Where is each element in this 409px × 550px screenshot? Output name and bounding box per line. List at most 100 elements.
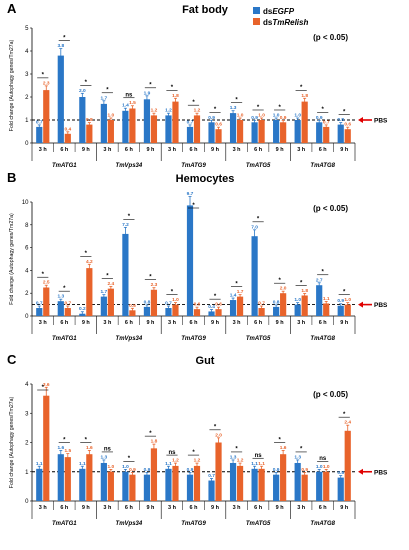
y-tick-label: 6 — [25, 246, 29, 252]
x-tick-label: 3 h — [39, 320, 48, 326]
y-tick-label: 2 — [25, 291, 29, 297]
value-label-egfp: 7.0 — [251, 224, 258, 230]
gene-label: TmATG9 — [181, 521, 206, 527]
x-tick-label: 9 h — [276, 505, 285, 511]
value-label-relish: 0.7 — [323, 119, 330, 125]
value-label-relish: 1.8 — [301, 93, 308, 99]
svg-text:dsTmRelish: dsTmRelish — [263, 18, 308, 27]
significance-label: * — [128, 214, 131, 220]
x-tick-label: 9 h — [340, 505, 349, 511]
value-label-egfp: 1.0 — [122, 464, 129, 470]
pbs-label: PBS — [374, 118, 388, 125]
value-label-relish: 0.6 — [215, 122, 222, 128]
significance-label: * — [85, 437, 88, 443]
pbs-label: PBS — [374, 469, 388, 476]
value-label-egfp: 1.6 — [57, 445, 64, 451]
value-label-egfp: 0.8 — [144, 299, 151, 305]
value-label-relish: 1.0 — [258, 112, 265, 118]
significance-label: * — [257, 217, 260, 223]
value-label-relish: 1.5 — [64, 448, 71, 454]
significance-label: * — [343, 289, 346, 295]
gene-label: TmATG5 — [246, 336, 271, 342]
bar-relish — [344, 430, 351, 501]
gene-label: TmATG9 — [181, 163, 206, 169]
significance-label: * — [192, 100, 195, 106]
significance-label: * — [235, 281, 238, 287]
y-tick-label: 4 — [25, 382, 29, 388]
legend-swatch-egfp — [253, 7, 260, 14]
bar-relish — [107, 120, 114, 143]
x-tick-label: 9 h — [82, 320, 91, 326]
x-tick-label: 6 h — [60, 320, 69, 326]
bar-egfp — [36, 308, 43, 316]
bar-egfp — [186, 126, 194, 143]
significance-label: ns — [255, 453, 263, 459]
bar-relish — [193, 465, 201, 501]
value-label-egfp: 9.7 — [187, 191, 194, 197]
value-label-relish: 2.3 — [151, 282, 158, 288]
bar-relish — [86, 454, 93, 501]
value-label-relish: 1.6 — [86, 445, 93, 451]
bar-relish — [172, 304, 179, 316]
x-tick-label: 6 h — [190, 505, 199, 511]
value-label-egfp: 1.1 — [165, 461, 172, 467]
x-tick-label: 6 h — [254, 320, 263, 326]
bar-egfp — [273, 120, 280, 143]
value-label-relish: 1.0 — [108, 112, 115, 118]
bar-egfp — [165, 468, 172, 501]
bar-relish — [323, 126, 330, 143]
p-value-label: (p < 0.05) — [313, 204, 348, 213]
y-axis-label: Fold change (Autophagy genes/Tm27a) — [9, 40, 15, 132]
value-label-relish: 1.0 — [237, 112, 244, 118]
bar-relish — [258, 308, 265, 316]
bar-relish — [344, 304, 351, 316]
significance-label: * — [235, 447, 238, 453]
gene-label: TmATG5 — [246, 521, 271, 527]
y-tick-label: 3 — [25, 72, 29, 78]
x-tick-label: 3 h — [103, 147, 112, 153]
significance-label: * — [85, 80, 88, 86]
bar-egfp — [273, 306, 280, 316]
panel-title: Fat body — [182, 4, 229, 16]
bar-egfp — [165, 115, 172, 143]
x-tick-label: 3 h — [103, 505, 112, 511]
significance-label: * — [278, 437, 281, 443]
bar-relish — [86, 124, 93, 143]
significance-label: * — [343, 109, 346, 115]
value-label-egfp: 0.2 — [79, 306, 86, 312]
value-label-relish: 1.7 — [237, 289, 244, 295]
legend-label-relish-prefix: ds — [263, 18, 273, 27]
significance-label: * — [128, 456, 131, 462]
value-label-egfp: 3.8 — [57, 43, 64, 49]
y-axis-label: Fold change (Autophagy genes/Tm27a) — [9, 213, 15, 305]
bar-relish — [43, 90, 50, 143]
value-label-egfp: 1.0 — [273, 112, 280, 118]
bar-egfp — [229, 113, 237, 143]
bar-egfp — [337, 477, 344, 501]
value-label-egfp: 0.8 — [273, 299, 280, 305]
legend-label-relish-gene: TmRelish — [272, 18, 308, 27]
value-label-egfp: 1.0 — [294, 112, 301, 118]
legend-swatch-relish — [253, 18, 260, 25]
value-label-relish: 1.1 — [323, 296, 330, 302]
bar-relish — [86, 268, 93, 316]
value-label-relish: 1.0 — [323, 464, 330, 470]
bar-relish — [107, 288, 114, 316]
value-label-relish: 0.5 — [129, 303, 136, 309]
bar-relish — [129, 108, 136, 143]
pbs-arrow-head — [358, 117, 363, 123]
value-label-relish: 0.8 — [86, 117, 93, 123]
p-value-label: (p < 0.05) — [313, 33, 348, 42]
chart-panel-c: C Gut (p < 0.05) 0 1 2 3 4 Fold change (Autophag… — [7, 352, 388, 527]
significance-label: * — [300, 447, 303, 453]
y-tick-label: 1 — [25, 470, 29, 476]
value-label-egfp: 1.3 — [57, 294, 64, 300]
x-tick-label: 9 h — [211, 320, 220, 326]
value-label-relish: 2.5 — [43, 280, 50, 286]
y-tick-label: 0 — [25, 314, 29, 320]
p-value-label: (p < 0.05) — [313, 390, 348, 399]
value-label-egfp: 0.7 — [187, 119, 194, 125]
significance-label: * — [300, 280, 303, 286]
bar-egfp — [57, 55, 64, 143]
significance-label: * — [85, 251, 88, 257]
